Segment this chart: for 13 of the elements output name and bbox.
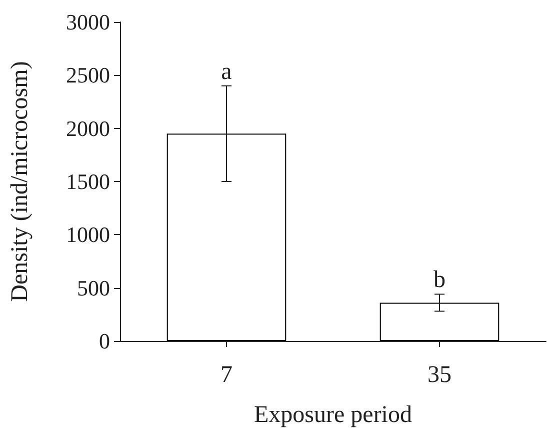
- y-tick-label: 1000: [66, 222, 110, 248]
- annotation: b: [434, 267, 446, 294]
- y-axis-title: Density (ind/microcosm): [7, 61, 33, 302]
- y-tick-label: 3000: [66, 10, 110, 34]
- y-tick-label: 2000: [66, 116, 110, 141]
- y-tick-label: 0: [99, 328, 110, 354]
- y-tick-label: 2500: [66, 62, 110, 88]
- x-axis-title: Exposure period: [254, 402, 412, 428]
- y-tick-label: 500: [77, 275, 110, 300]
- x-tick-label: 35: [428, 362, 452, 388]
- annotation: a: [221, 58, 232, 85]
- y-tick-label: 1500: [66, 169, 110, 194]
- x-tick-label: 7: [220, 362, 232, 388]
